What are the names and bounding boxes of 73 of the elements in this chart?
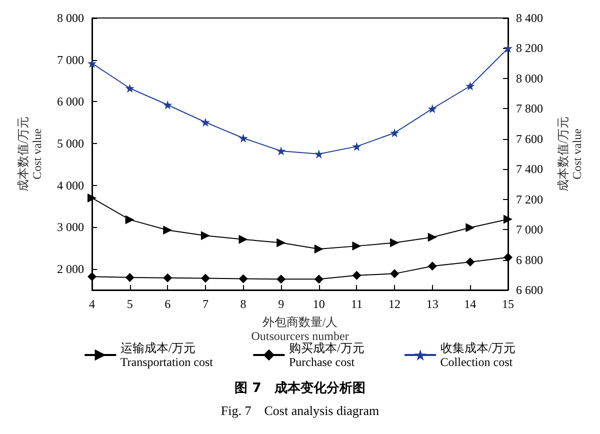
point [163,273,172,282]
point [125,272,134,282]
y2-tick-label: 8 000 [516,71,543,86]
text: Fig. 7 Cost analysis diagram [220,403,380,418]
point [238,274,248,284]
y-tick-label: 6 000 [57,94,84,109]
point [200,274,210,283]
x-tick-label: 4 [89,297,95,311]
point [238,134,248,143]
y-tick-label: 4 000 [57,178,84,192]
y2-tick-label: 7 200 [516,192,543,206]
y-tick-label: 2 000 [57,262,84,276]
text: 图 7 成本变化分析图 [234,380,366,396]
y2-tick-label: 7 000 [516,222,543,237]
x-axis-title: 外包商数量/人 Outsourcers number [251,314,349,343]
point [428,262,437,271]
point [466,223,475,232]
point [276,274,286,284]
point [352,242,362,251]
y2-tick-label: 7 400 [516,162,543,176]
point [200,118,210,127]
y-tick-label: 3 000 [57,220,84,234]
legend-label: 收集成本/万元 Collection cost [440,341,516,369]
point [314,150,324,158]
point [428,232,437,242]
point [88,272,96,282]
point [314,274,324,284]
x-tick-label: 6 [164,297,171,311]
x-tick-label: 11 [350,297,363,311]
y-tick-label: 8 000 [57,11,84,25]
point [428,104,437,114]
point [125,215,134,224]
point [504,252,512,262]
point [504,214,512,224]
point [200,231,210,240]
point [238,234,248,244]
y2-tick-label: 8 200 [516,41,543,56]
point [504,44,512,53]
y2-tick-label: 7 800 [516,102,543,116]
y2-axis-title: 成本数值/万元 Cost value [556,116,584,192]
point [125,84,134,93]
x-tick-label: 7 [202,297,208,311]
y2-tick-label: 8 400 [516,11,543,25]
x-tick-label: 14 [464,297,476,311]
legend-label: 运输成本/万元 Transportation cost [120,341,214,369]
point [163,100,172,110]
y2-tick-label: 7 600 [516,132,543,146]
y-axis-title: 成本数值/万元 Cost value [16,116,44,192]
point [390,269,400,278]
point [314,244,324,254]
point [163,226,172,235]
y2-tick-label: 6 600 [516,283,543,297]
y-tick-label: 5 000 [57,136,84,151]
y-tick-label: 7 000 [57,52,84,67]
point [88,58,96,68]
x-tick-label: 15 [502,297,514,311]
point [390,238,400,248]
point [352,142,362,151]
x-tick-label: 10 [312,297,325,311]
point [276,146,286,156]
point [390,128,400,138]
x-tick-label: 12 [388,297,401,311]
x-tick-label: 13 [426,297,438,311]
x-tick-label: 8 [240,297,246,311]
point [466,82,475,90]
point [466,257,475,266]
y2-tick-label: 6 800 [516,252,543,267]
point [352,270,362,280]
point [276,238,286,248]
point [88,193,96,202]
x-tick-label: 9 [278,297,284,311]
x-tick-label: 5 [126,297,133,311]
legend-label: 购买成本/万元 Purchase cost [288,341,364,369]
